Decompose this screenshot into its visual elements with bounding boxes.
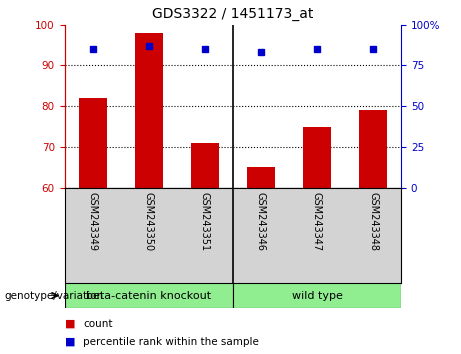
Text: GSM243349: GSM243349 — [88, 193, 98, 251]
Bar — [247, 167, 275, 188]
FancyBboxPatch shape — [65, 283, 233, 308]
Text: wild type: wild type — [291, 291, 343, 301]
Text: beta-catenin knockout: beta-catenin knockout — [86, 291, 211, 301]
Bar — [135, 33, 163, 188]
Text: percentile rank within the sample: percentile rank within the sample — [83, 337, 259, 347]
Text: GSM243350: GSM243350 — [144, 193, 154, 252]
Bar — [303, 127, 331, 188]
Text: ■: ■ — [65, 337, 75, 347]
Bar — [359, 110, 387, 188]
Text: GSM243347: GSM243347 — [312, 193, 322, 252]
Text: genotype/variation: genotype/variation — [5, 291, 104, 301]
Text: count: count — [83, 319, 112, 329]
FancyBboxPatch shape — [233, 283, 401, 308]
Text: GSM243348: GSM243348 — [368, 193, 378, 251]
Text: GSM243351: GSM243351 — [200, 193, 210, 252]
Text: ■: ■ — [65, 319, 75, 329]
Bar — [191, 143, 219, 188]
Text: GSM243346: GSM243346 — [256, 193, 266, 251]
Title: GDS3322 / 1451173_at: GDS3322 / 1451173_at — [152, 7, 313, 21]
Bar — [78, 98, 106, 188]
